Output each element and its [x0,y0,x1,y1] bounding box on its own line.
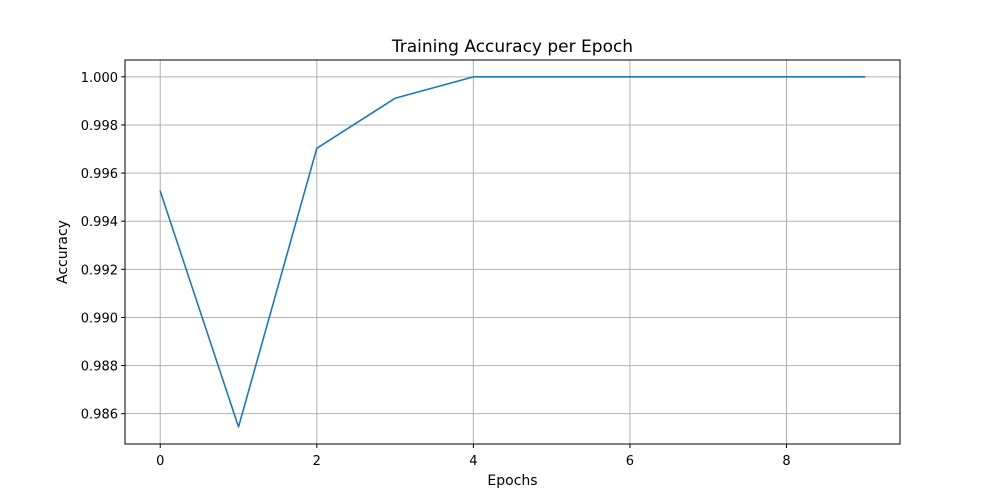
x-tick-label: 8 [782,454,790,469]
y-tick-label: 0.990 [81,311,118,326]
y-tick-label: 0.988 [81,360,118,375]
x-tick-label: 0 [156,454,164,469]
plot-area-frame [124,59,901,445]
ticks-layer: 0 2 4 6 8 0.986 0.988 0.990 0.992 0.994 0.996 0.998… [81,71,791,469]
x-axis-label: Epochs [487,473,537,489]
y-tick-label: 0.998 [81,119,118,134]
accuracy-series-line [159,76,866,428]
y-tick-label: 1.000 [81,71,118,86]
y-tick-label: 0.996 [81,167,118,182]
x-tick-label: 4 [469,454,477,469]
x-tick-label: 6 [626,454,634,469]
series-layer [159,76,866,428]
chart-title: Training Accuracy per Epoch [391,37,633,57]
y-tick-label: 0.994 [81,215,118,230]
y-tick-label: 0.992 [81,263,118,278]
x-tick-label: 2 [313,454,321,469]
y-axis-label: Accuracy [55,220,71,284]
y-tick-label: 0.986 [81,408,118,423]
